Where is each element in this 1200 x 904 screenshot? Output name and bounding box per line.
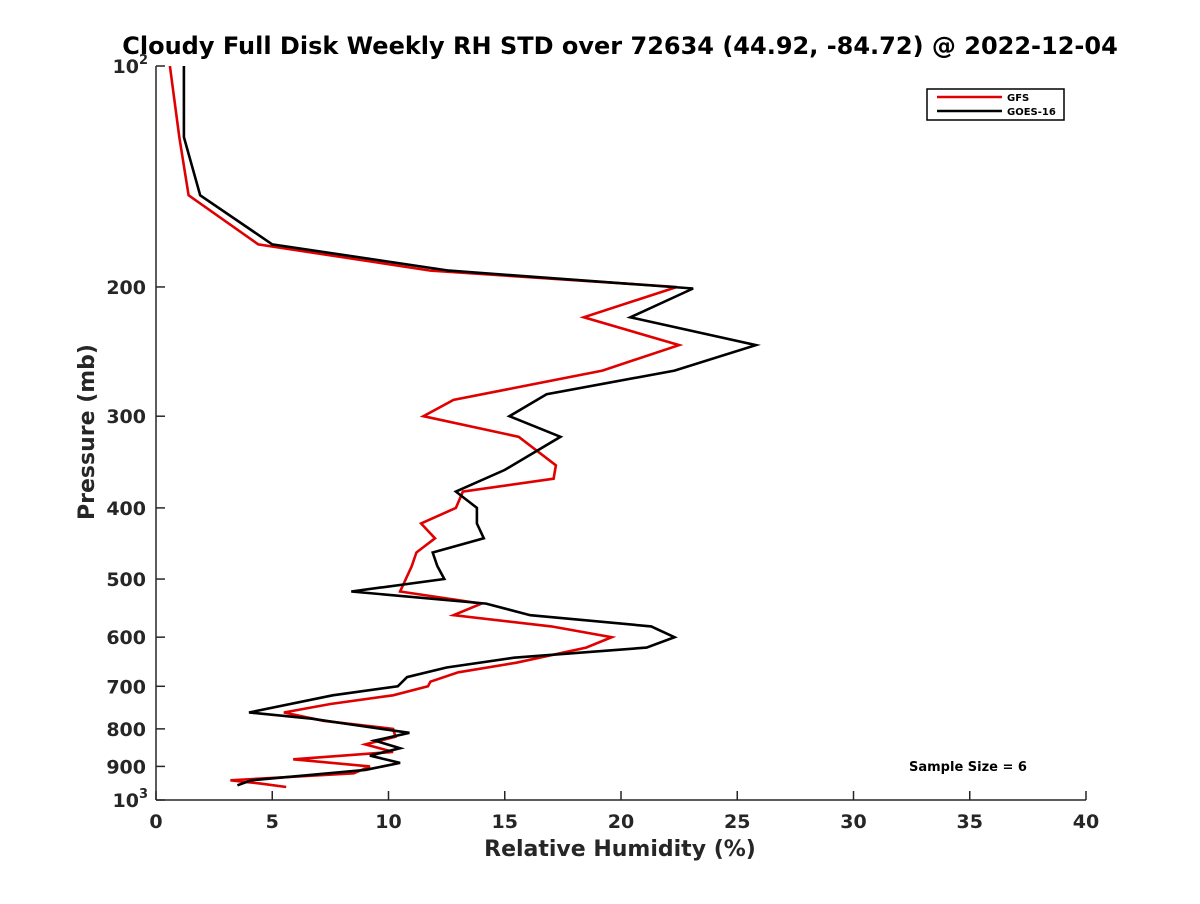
chart-title: Cloudy Full Disk Weekly RH STD over 7263…	[122, 32, 1118, 60]
x-axis: 0 5 10 15 20 25 30 35 40	[149, 791, 1099, 833]
y-tick-base: 10	[113, 790, 139, 812]
y-tick-label: 102	[113, 53, 149, 78]
y-tick-exponent: 3	[139, 787, 148, 802]
legend-label: GOES-16	[1007, 107, 1056, 118]
x-tick-label: 5	[266, 811, 279, 833]
series-line-gfs	[168, 65, 684, 789]
y-tick-exponent: 2	[139, 53, 148, 68]
series-line-goes-16	[182, 66, 761, 787]
y-axis-label: Pressure (mb)	[75, 344, 100, 520]
plot-frame	[155, 66, 1086, 801]
x-tick-label: 25	[724, 811, 750, 833]
x-tick-label: 35	[957, 811, 983, 833]
legend: GFS GOES-16	[926, 88, 1065, 121]
y-tick-label: 200	[106, 277, 146, 299]
x-tick-label: 40	[1073, 811, 1099, 833]
y-tick-label: 700	[106, 676, 146, 698]
y-tick-label: 400	[106, 498, 146, 520]
y-tick-label: 300	[106, 406, 146, 428]
series-layer	[168, 65, 761, 789]
x-tick-label: 10	[375, 811, 401, 833]
x-tick-label: 20	[608, 811, 634, 833]
y-tick-label: 103	[113, 787, 149, 812]
y-tick-label: 600	[106, 627, 146, 649]
legend-label: GFS	[1007, 93, 1029, 104]
y-tick-base: 10	[113, 56, 139, 78]
y-tick-label: 800	[106, 719, 146, 741]
y-tick-label: 500	[106, 569, 146, 591]
legend-box	[926, 88, 1065, 121]
x-axis-label: Relative Humidity (%)	[484, 837, 756, 862]
sample-size-annotation: Sample Size = 6	[909, 760, 1027, 775]
y-tick-label: 900	[106, 756, 146, 778]
x-tick-label: 0	[149, 811, 162, 833]
x-tick-label: 30	[840, 811, 866, 833]
x-tick-label: 15	[492, 811, 518, 833]
